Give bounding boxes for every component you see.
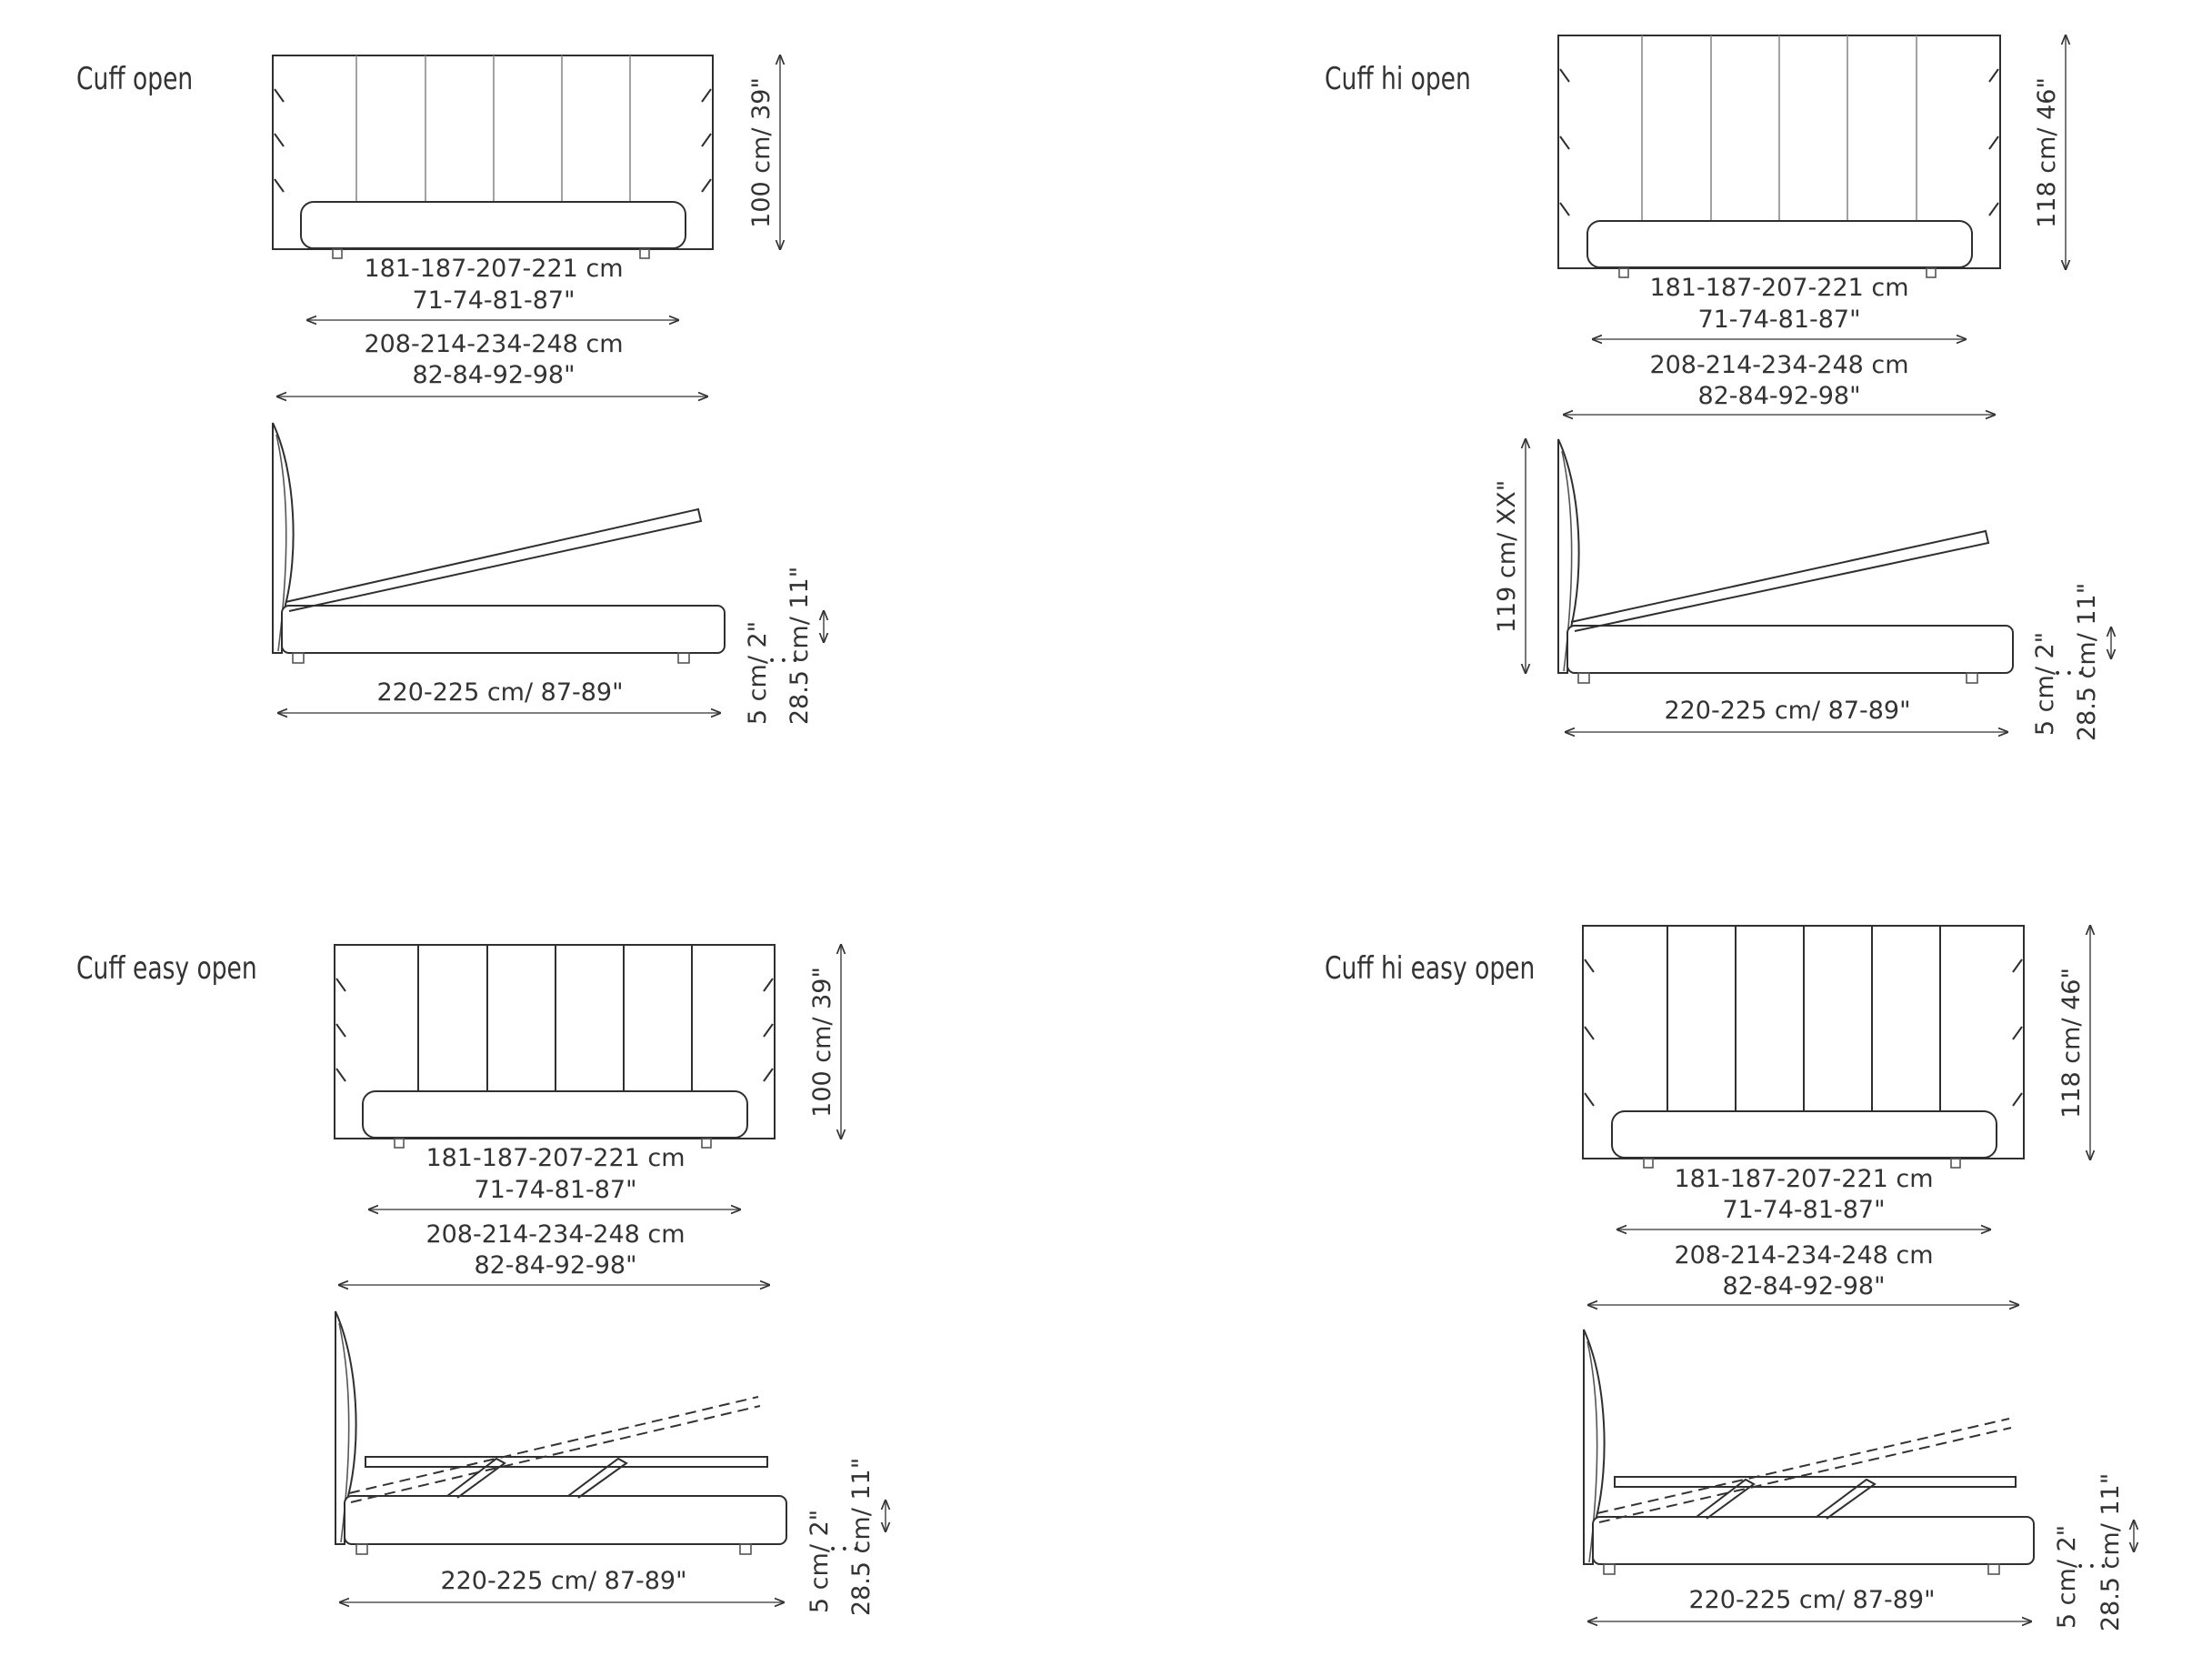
side-view: 220-225 cm/ 87-89" 5 cm/ 2" 28.5 cm/ 11"… [272, 422, 824, 725]
side-view: 220-225 cm/ 87-89" 5 cm/ 2" 28.5 cm/ 11"… [1583, 1329, 2134, 1631]
svg-text:• • •: • • • [2054, 667, 2085, 681]
front-width-label: 181-187-207-221 cm [1649, 274, 1908, 302]
length-label: 220-225 cm/ 87-89" [1664, 697, 1910, 725]
length-label: 220-225 cm/ 87-89" [376, 678, 623, 707]
front-width-inch-label: 71-74-81-87" [412, 286, 575, 315]
base-height-label: 28.5 cm/ 11" [786, 567, 814, 725]
panel-cuff-open: Cuff open 181-187-207-221 cm 71-74-81-87… [76, 55, 824, 725]
base-height-label: 28.5 cm/ 11" [847, 1458, 876, 1616]
front-width-label: 181-187-207-221 cm [364, 255, 623, 283]
panel-title: Cuff hi easy open [1325, 951, 1535, 987]
overall-width-inch-label: 82-84-92-98" [474, 1251, 636, 1280]
svg-text:• • •: • • • [768, 654, 799, 668]
feet-height-label: 5 cm/ 2" [2031, 632, 2059, 736]
front-width-inch-label: 71-74-81-87" [1697, 306, 1860, 334]
panel-cuff-easy-open: Cuff easy open 181-187-207-221 cm 71-74-… [76, 945, 886, 1616]
headboard-height-label: 118 cm/ 46" [2057, 968, 2086, 1119]
overall-width-inch-label: 82-84-92-98" [1722, 1272, 1885, 1300]
front-view: 181-187-207-221 cm 71-74-81-87" 208-214-… [334, 945, 841, 1285]
length-label: 220-225 cm/ 87-89" [1688, 1586, 1935, 1614]
panel-title: Cuff open [76, 62, 193, 97]
svg-text:• • •: • • • [829, 1542, 860, 1557]
front-view: 181-187-207-221 cm 71-74-81-87" 208-214-… [1582, 926, 2090, 1305]
headboard-height-label: 100 cm/ 39" [747, 77, 776, 228]
overall-width-label: 208-214-234-248 cm [364, 330, 623, 358]
feet-height-label: 5 cm/ 2" [2053, 1525, 2081, 1629]
front-width-inch-label: 71-74-81-87" [1722, 1196, 1885, 1224]
base-height-label: 28.5 cm/ 11" [2097, 1473, 2125, 1631]
overall-width-label: 208-214-234-248 cm [425, 1220, 685, 1249]
side-view: 220-225 cm/ 87-89" 119 cm/ XX" 5 cm/ 2" … [1493, 439, 2111, 741]
svg-text:• • •: • • • [2077, 1560, 2107, 1574]
front-width-label: 181-187-207-221 cm [425, 1144, 685, 1172]
panel-title: Cuff easy open [76, 951, 257, 987]
overall-width-label: 208-214-234-248 cm [1649, 351, 1908, 379]
front-view: 181-187-207-221 cm 71-74-81-87" 208-214-… [1557, 35, 2066, 415]
headboard-height-label: 118 cm/ 46" [2033, 77, 2061, 228]
front-width-inch-label: 71-74-81-87" [474, 1176, 636, 1204]
side-view: 220-225 cm/ 87-89" 5 cm/ 2" 28.5 cm/ 11"… [335, 1310, 886, 1616]
panel-cuff-hi-open: Cuff hi open 181-187-207-221 cm 71-74-81… [1325, 35, 2111, 741]
front-view: 181-187-207-221 cm 71-74-81-87" 208-214-… [272, 55, 780, 396]
base-height-label: 28.5 cm/ 11" [2073, 583, 2101, 741]
overall-width-inch-label: 82-84-92-98" [1697, 382, 1860, 410]
feet-height-label: 5 cm/ 2" [806, 1510, 834, 1613]
headboard-height-label: 100 cm/ 39" [808, 967, 836, 1118]
panel-title: Cuff hi open [1325, 62, 1471, 97]
overall-width-label: 208-214-234-248 cm [1674, 1241, 1933, 1270]
length-label: 220-225 cm/ 87-89" [440, 1567, 686, 1595]
front-width-label: 181-187-207-221 cm [1674, 1165, 1933, 1193]
feet-height-label: 5 cm/ 2" [744, 621, 772, 725]
panel-cuff-hi-easy-open: Cuff hi easy open 181-187-207-221 cm 71-… [1325, 926, 2134, 1631]
side-height-label: 119 cm/ XX" [1493, 480, 1521, 633]
overall-width-inch-label: 82-84-92-98" [412, 361, 575, 389]
